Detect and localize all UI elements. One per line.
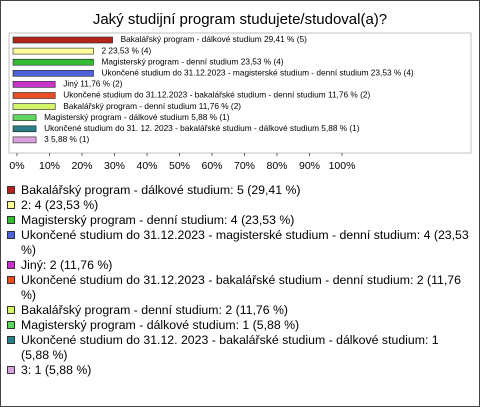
- legend-swatch: [7, 276, 15, 284]
- legend-item: Bakalářský program - denní studium: 2 (1…: [7, 303, 469, 318]
- legend-item: Ukončené studium do 31.12.2023 - bakalář…: [7, 273, 469, 303]
- legend-item: 2: 4 (23,53 %): [7, 198, 469, 213]
- x-tick-label: 0%: [9, 160, 24, 172]
- plot-frame: [8, 32, 472, 154]
- x-tick-label: 80%: [266, 160, 287, 172]
- bar: [12, 36, 113, 44]
- legend-swatch: [7, 201, 15, 209]
- data-label: Ukončené studium do 31. 12. 2023 - bakal…: [44, 123, 360, 133]
- bar: [12, 136, 37, 144]
- x-tick-label: 100%: [329, 160, 356, 172]
- legend-swatch: [7, 231, 15, 239]
- legend-item: Ukončené studium do 31.12.2023 - magiste…: [7, 228, 469, 258]
- bar: [12, 92, 56, 99]
- data-label: Bakalářský program - dálkové studium 29,…: [121, 34, 308, 44]
- legend-label: 3: 1 (5,88 %): [21, 363, 92, 377]
- data-label: Ukončené studium do 31.12.2023 - bakalář…: [63, 90, 370, 100]
- bar: [12, 103, 56, 110]
- bar: [12, 114, 37, 121]
- data-label: Ukončené studium do 31.12.2023 - magiste…: [101, 67, 413, 77]
- chart-title: Jaký studijní program studujete/studoval…: [93, 11, 387, 28]
- x-tick-label: 50%: [169, 160, 190, 172]
- legend-label: Jiný: 2 (11,76 %): [21, 258, 113, 272]
- legend-swatch: [7, 306, 15, 314]
- legend-swatch: [7, 186, 15, 194]
- bar: [12, 81, 56, 88]
- legend-swatch: [7, 366, 15, 374]
- legend-label: Bakalářský program - dálkové studium: 5 …: [21, 183, 301, 197]
- legend-label: Ukončené studium do 31.12.2023 - magiste…: [21, 228, 469, 257]
- data-label: 3 5,88 % (1): [44, 134, 89, 144]
- legend-item: Bakalářský program - dálkové studium: 5 …: [7, 183, 469, 198]
- data-label: Bakalářský program - denní studium 11,76…: [63, 101, 241, 111]
- data-label: Jiný 11,76 % (2): [63, 79, 123, 89]
- bar: [12, 125, 37, 133]
- legend-item: Jiný: 2 (11,76 %): [7, 258, 469, 273]
- x-tick-label: 30%: [104, 160, 125, 172]
- legend-item: Magisterský program - dálkové studium: 1…: [7, 318, 469, 333]
- legend-label: Magisterský program - denní studium: 4 (…: [21, 213, 295, 227]
- legend-swatch: [7, 336, 15, 344]
- legend-item: Ukončené studium do 31.12. 2023 - bakalá…: [7, 333, 469, 363]
- legend-label: 2: 4 (23,53 %): [21, 198, 99, 212]
- legend-label: Ukončené studium do 31.12. 2023 - bakalá…: [21, 333, 439, 362]
- data-label: 2 23,53 % (4): [101, 45, 151, 55]
- legend: Bakalářský program - dálkové studium: 5 …: [7, 183, 469, 378]
- legend-label: Bakalářský program - denní studium: 2 (1…: [21, 303, 289, 317]
- legend-item: Magisterský program - denní studium: 4 (…: [7, 213, 469, 228]
- x-tick-label: 40%: [136, 160, 157, 172]
- x-tick-label: 60%: [201, 160, 222, 172]
- legend-swatch: [7, 216, 15, 224]
- x-tick-label: 70%: [234, 160, 255, 172]
- data-label: Magisterský program - dálkové studium 5,…: [44, 112, 230, 122]
- x-tick-label: 10%: [39, 160, 60, 172]
- bar: [12, 58, 94, 66]
- legend-label: Magisterský program - dálkové studium: 1…: [21, 318, 300, 332]
- legend-item: 3: 1 (5,88 %): [7, 363, 469, 378]
- legend-swatch: [7, 321, 15, 329]
- legend-swatch: [7, 261, 15, 269]
- bar: [12, 47, 94, 55]
- legend-label: Ukončené studium do 31.12.2023 - bakalář…: [21, 273, 461, 302]
- chart: Jaký studijní program studujete/studoval…: [8, 11, 472, 172]
- x-tick-label: 90%: [299, 160, 320, 172]
- x-tick-label: 20%: [71, 160, 92, 172]
- bar: [12, 70, 94, 77]
- data-label: Magisterský program - denní studium 23,5…: [101, 56, 283, 66]
